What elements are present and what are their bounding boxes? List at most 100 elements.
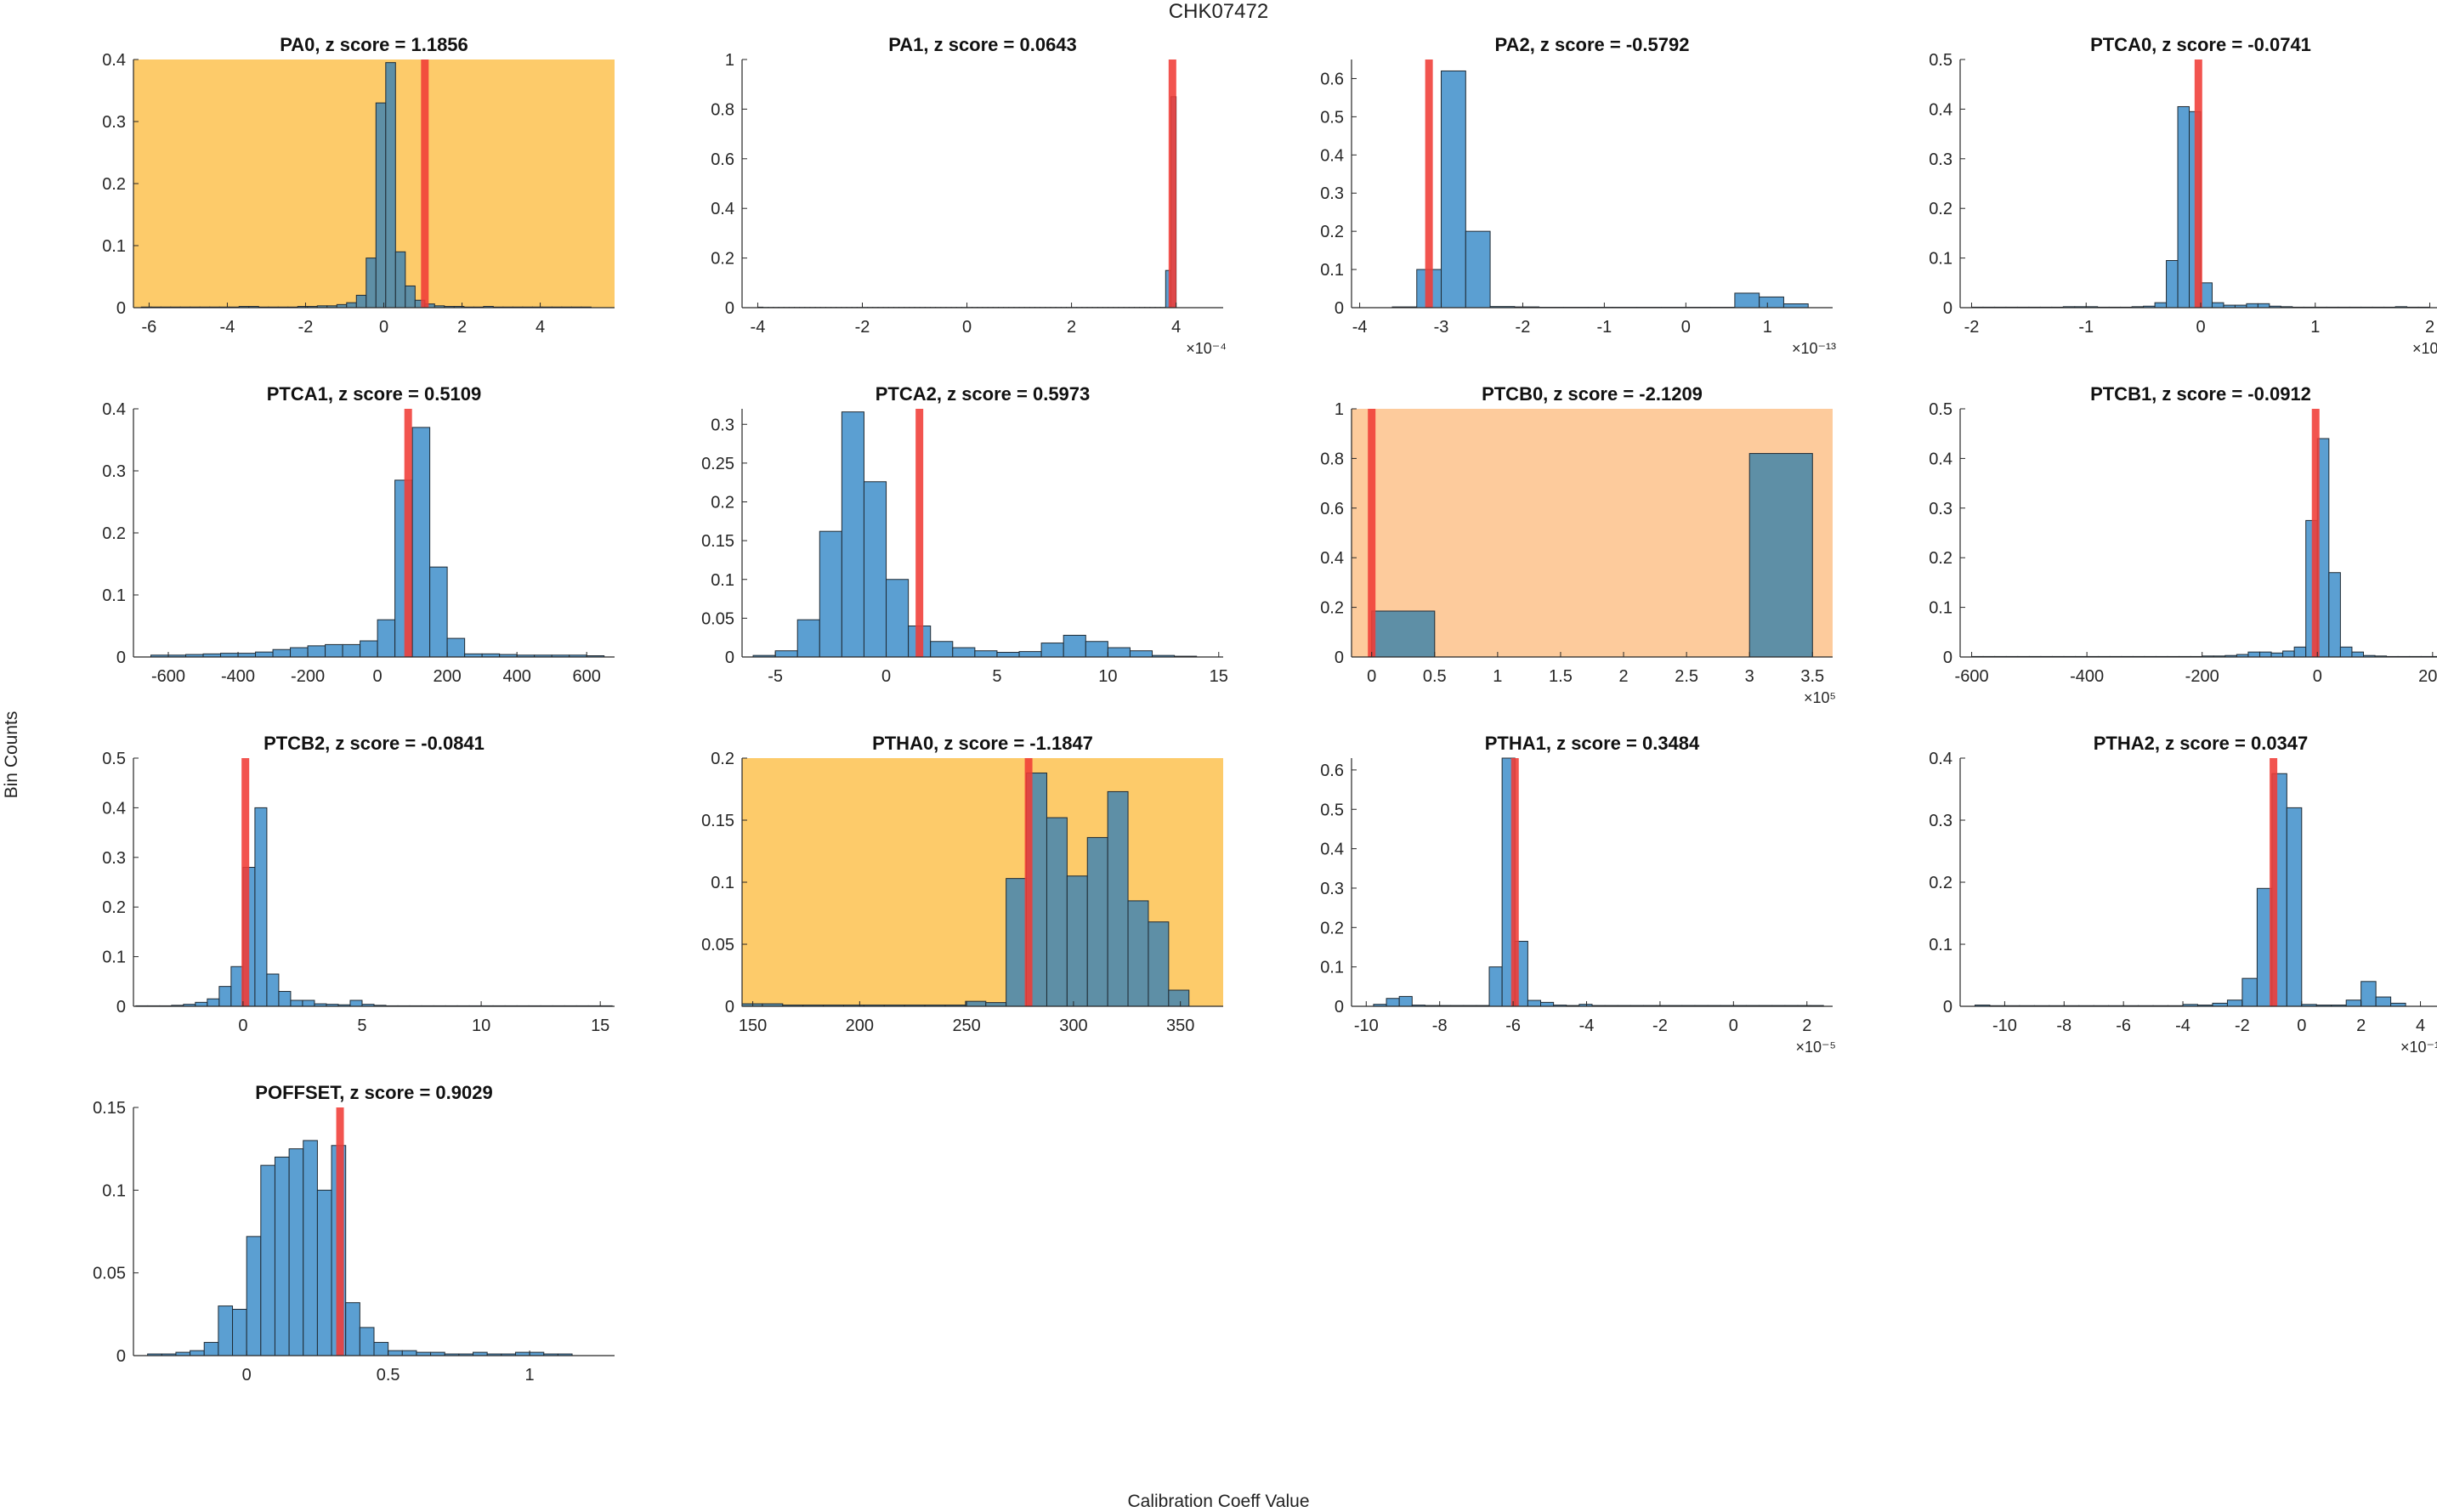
y-tick-label: 0.3	[1929, 500, 1952, 518]
zscore-marker-line	[1425, 59, 1433, 308]
x-tick-label: -4	[220, 318, 235, 337]
subplot-title: PTCB1, z score = -0.0912	[2090, 383, 2311, 405]
zscore-marker-line	[2195, 59, 2202, 308]
y-tick-label: 0.6	[1320, 500, 1344, 518]
y-tick-label: 0.3	[1929, 812, 1952, 830]
zscore-marker-line	[915, 409, 923, 657]
plot-background	[742, 59, 1223, 308]
histogram-bar	[1783, 304, 1808, 308]
x-tick-label: -2	[855, 318, 870, 337]
histogram-bar	[2155, 303, 2166, 308]
x-tick-label: -8	[2056, 1016, 2071, 1035]
histogram-bar	[1489, 967, 1502, 1006]
histogram-bar	[2212, 303, 2223, 308]
y-tick-label: 0	[725, 648, 734, 667]
y-tick-label: 0.2	[1320, 919, 1344, 937]
histogram-bar	[291, 1000, 303, 1006]
histogram-bar	[347, 303, 357, 308]
y-tick-label: 0.4	[1929, 100, 1952, 119]
histogram-bar	[303, 1000, 315, 1006]
histogram-bar	[207, 999, 219, 1006]
x-tick-label: 1	[2310, 318, 2320, 337]
histogram-bar	[975, 651, 997, 657]
histogram-bar	[1108, 648, 1130, 657]
x-tick-label: 0	[238, 1016, 247, 1035]
y-tick-label: 0.1	[1320, 959, 1344, 977]
subplot-title: PA0, z score = 1.1856	[280, 34, 468, 55]
y-tick-label: 0.4	[102, 51, 126, 70]
x-tick-label: 2	[457, 318, 467, 337]
y-tick-label: 0	[116, 1347, 126, 1366]
x-tick-label: 10	[1098, 667, 1117, 686]
histogram-bar	[291, 648, 309, 657]
plot-background	[133, 409, 615, 657]
y-tick-label: 0.5	[102, 750, 126, 768]
histogram-bar	[775, 651, 797, 657]
y-tick-label: 0.1	[102, 586, 126, 605]
x-exponent-label: ×10⁻¹³	[1792, 340, 1836, 357]
histogram-bar	[1760, 297, 1784, 308]
histogram-bar	[2167, 261, 2178, 308]
histogram-bar	[1148, 922, 1169, 1006]
y-tick-label: 0.1	[711, 874, 734, 892]
histogram-bar	[2248, 652, 2260, 657]
histogram-bar	[402, 1351, 417, 1356]
y-tick-label: 0.1	[711, 571, 734, 590]
histogram-bar	[377, 620, 395, 657]
histogram-bar	[238, 654, 256, 657]
y-tick-label: 0.1	[1320, 261, 1344, 280]
histogram-bar	[261, 1165, 275, 1356]
x-tick-label: -200	[2185, 667, 2219, 686]
zscore-marker-line	[2270, 758, 2277, 1006]
histogram-bar	[360, 1328, 374, 1356]
x-tick-label: 0	[1729, 1016, 1738, 1035]
y-tick-label: 0.4	[1929, 750, 1952, 768]
histogram-bar	[360, 641, 378, 657]
y-tick-label: 0	[116, 648, 126, 667]
x-exponent-label: ×10⁵	[2412, 340, 2437, 357]
histogram-bar	[2271, 653, 2283, 657]
y-tick-label: 0.3	[1320, 880, 1344, 898]
histogram-bar	[267, 974, 279, 1006]
histogram-bar	[219, 987, 231, 1006]
y-tick-label: 0.3	[711, 416, 734, 434]
subplot-title: PTCA0, z score = -0.0741	[2090, 34, 2311, 55]
histogram-bar	[1063, 635, 1085, 657]
histogram-bar	[997, 653, 1019, 657]
histogram-bar	[412, 428, 430, 657]
histogram-bar	[819, 531, 842, 657]
x-tick-label: -6	[1505, 1016, 1521, 1035]
histogram-bar	[887, 580, 909, 657]
x-tick-label: 0.5	[377, 1366, 400, 1385]
x-tick-label: 0	[1367, 667, 1376, 686]
y-tick-label: 0	[1335, 998, 1344, 1016]
histogram-bar	[289, 1149, 303, 1356]
subplot-title: PTCA1, z score = 0.5109	[267, 383, 482, 405]
x-tick-label: 3.5	[1800, 667, 1824, 686]
x-exponent-label: ×10⁻¹²	[2400, 1039, 2437, 1056]
histogram-bar	[864, 482, 886, 657]
histogram-bar	[1019, 652, 1041, 657]
histogram-bar	[374, 1342, 388, 1356]
y-tick-label: 0.05	[701, 936, 734, 954]
histogram-bar	[2201, 283, 2212, 308]
x-tick-label: 250	[952, 1016, 980, 1035]
y-tick-label: 0.4	[102, 799, 126, 818]
histogram-bar	[1399, 996, 1412, 1006]
plot-background	[133, 1107, 615, 1356]
histogram-bar	[388, 1351, 403, 1356]
x-tick-label: -6	[2116, 1016, 2131, 1035]
x-tick-label: 0	[962, 318, 972, 337]
y-tick-label: 0.3	[102, 113, 126, 132]
histogram-bar	[233, 1309, 247, 1356]
y-tick-label: 0.2	[711, 250, 734, 269]
y-tick-label: 0.3	[1929, 150, 1952, 169]
x-tick-label: 0.5	[1423, 667, 1447, 686]
y-tick-label: 0.1	[1929, 250, 1952, 269]
y-tick-label: 0	[1943, 648, 1952, 667]
